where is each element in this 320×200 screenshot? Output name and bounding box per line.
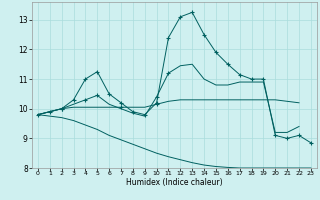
X-axis label: Humidex (Indice chaleur): Humidex (Indice chaleur) — [126, 178, 223, 187]
